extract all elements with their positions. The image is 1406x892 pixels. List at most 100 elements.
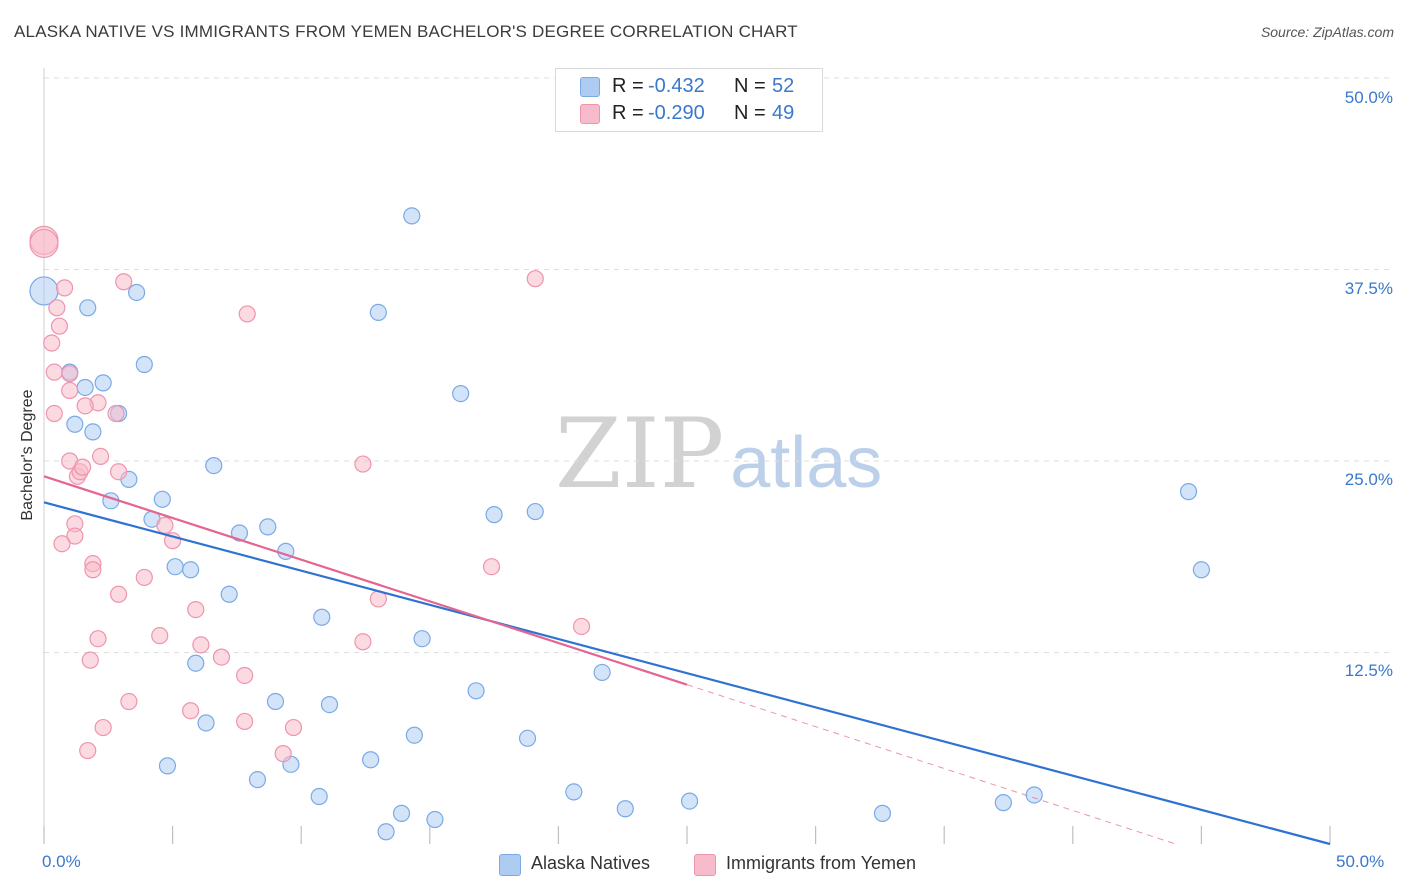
watermark-zip: ZIP <box>555 398 725 510</box>
alaska-native-point <box>1192 561 1211 579</box>
yemen-immigrant-point <box>107 404 125 423</box>
alaska-native-point <box>377 823 395 841</box>
alaska-native-point <box>526 502 544 521</box>
alaska-native-point <box>66 415 84 433</box>
alaska-native-point <box>187 654 205 672</box>
alaska-native-point <box>259 518 277 536</box>
yemen-immigrant-point <box>354 455 372 473</box>
alaska-native-point <box>94 374 112 392</box>
x-tick-label: 0.0% <box>42 852 81 871</box>
bottom-legend-label: Immigrants from Yemen <box>726 853 917 873</box>
yemen-immigrant-point <box>109 585 128 603</box>
alaska-native-point <box>182 561 200 579</box>
yemen-immigrant-point <box>94 718 112 737</box>
legend-n-label: N = <box>734 102 766 124</box>
yemen-immigrant-point <box>354 633 372 651</box>
legend-r-value: -0.290 <box>648 102 705 124</box>
alaska-native-point <box>135 355 153 374</box>
legend-r-value: -0.432 <box>648 75 705 97</box>
y-tick-label: 25.0% <box>1344 470 1393 489</box>
alaska-native-point <box>413 630 431 648</box>
yemen-immigrant-point <box>182 702 200 720</box>
yemen-immigrant-point <box>120 692 138 711</box>
alaska-native-point <box>230 524 249 542</box>
yemen-immigrant-point <box>526 270 544 288</box>
x-tick-label: 50.0% <box>1336 852 1385 871</box>
y-tick-label: 12.5% <box>1344 661 1393 680</box>
yemen-immigrant-point <box>109 463 128 481</box>
bottom-legend-label: Alaska Natives <box>531 853 651 873</box>
yemen-immigrant-point <box>274 745 292 763</box>
chart-title: ALASKA NATIVE VS IMMIGRANTS FROM YEMEN B… <box>14 22 798 41</box>
bottom-legend-swatch-alaska <box>499 854 521 876</box>
alaska-native-point <box>994 794 1012 812</box>
watermark-atlas: atlas <box>730 423 883 503</box>
yemen-immigrant-point <box>55 279 74 297</box>
alaska-native-point <box>220 585 238 603</box>
yemen-immigrant-point <box>156 516 174 534</box>
alaska-native-point <box>313 608 331 626</box>
legend-n-label: N = <box>734 75 766 97</box>
watermark: ZIPatlas <box>555 398 882 510</box>
alaska-native-point <box>403 207 421 225</box>
yemen-immigrant-point <box>84 561 102 579</box>
yemen-immigrant-point <box>212 648 231 666</box>
yemen-immigrant-point <box>572 617 591 636</box>
alaska-native-point <box>680 792 699 810</box>
alaska-native-point <box>452 384 470 403</box>
alaska-native-point <box>205 456 223 475</box>
alaska-native-point <box>166 558 184 576</box>
y-tick-label: 50.0% <box>1344 88 1393 107</box>
alaska-native-point <box>153 490 171 508</box>
legend-r-label: R = <box>612 102 644 124</box>
alaska-native-point <box>266 692 285 711</box>
yemen-immigrant-point <box>61 365 79 383</box>
alaska-native-point <box>565 783 583 801</box>
alaska-native-point <box>362 751 380 769</box>
alaska-native-point <box>426 810 444 829</box>
yemen-immigrant-point <box>79 741 97 760</box>
alaska-native-point <box>84 423 102 441</box>
yemen-immigrant-point <box>66 527 84 545</box>
yemen-immigrant-point <box>61 381 79 400</box>
alaska-native-point <box>248 771 267 789</box>
yemen-immigrant-point <box>76 397 94 415</box>
yemen-immigrant-point <box>43 334 61 352</box>
legend-r-label: R = <box>612 75 644 97</box>
yemen-immigrant-point <box>81 651 99 669</box>
yemen-immigrant-point <box>45 363 63 381</box>
bottom-legend-swatch-yemen <box>694 854 716 876</box>
alaska-native-point <box>873 804 892 822</box>
alaska-native-point <box>158 757 177 775</box>
y-tick-label: 37.5% <box>1344 279 1393 298</box>
yemen-immigrant-point <box>91 447 110 466</box>
yemen-immigrant-point <box>29 228 59 259</box>
legend-n-value: 49 <box>772 102 795 124</box>
alaska-native-point <box>320 695 339 714</box>
legend-swatch-yemen <box>580 104 600 124</box>
alaska-native-point <box>369 303 387 321</box>
yemen-immigrant-point <box>115 273 133 291</box>
yemen-immigrant-point <box>89 630 107 648</box>
yemen-immigrant-point <box>151 627 169 645</box>
yemen-immigrant-point <box>45 404 63 423</box>
alaska-native-point <box>1179 483 1198 501</box>
alaska-native-point <box>616 800 634 818</box>
alaska-native-point <box>405 726 423 744</box>
alaska-native-point <box>76 378 94 397</box>
alaska-native-point <box>79 299 97 317</box>
yemen-trend-line <box>43 475 688 686</box>
yemen-immigrant-point <box>48 299 66 317</box>
yemen-immigrant-point <box>192 636 210 654</box>
yemen-immigrant-point <box>135 568 153 587</box>
alaska-native-point <box>1025 786 1043 804</box>
alaska-native-point <box>467 682 485 700</box>
alaska-native-point <box>392 804 411 822</box>
alaska-native-point <box>485 506 503 524</box>
legend-swatch-alaska <box>580 77 600 97</box>
alaska-trend-line <box>43 501 1331 846</box>
yemen-immigrant-point <box>236 712 254 731</box>
alaska-native-point <box>197 714 215 732</box>
legend-n-value: 52 <box>772 75 795 97</box>
